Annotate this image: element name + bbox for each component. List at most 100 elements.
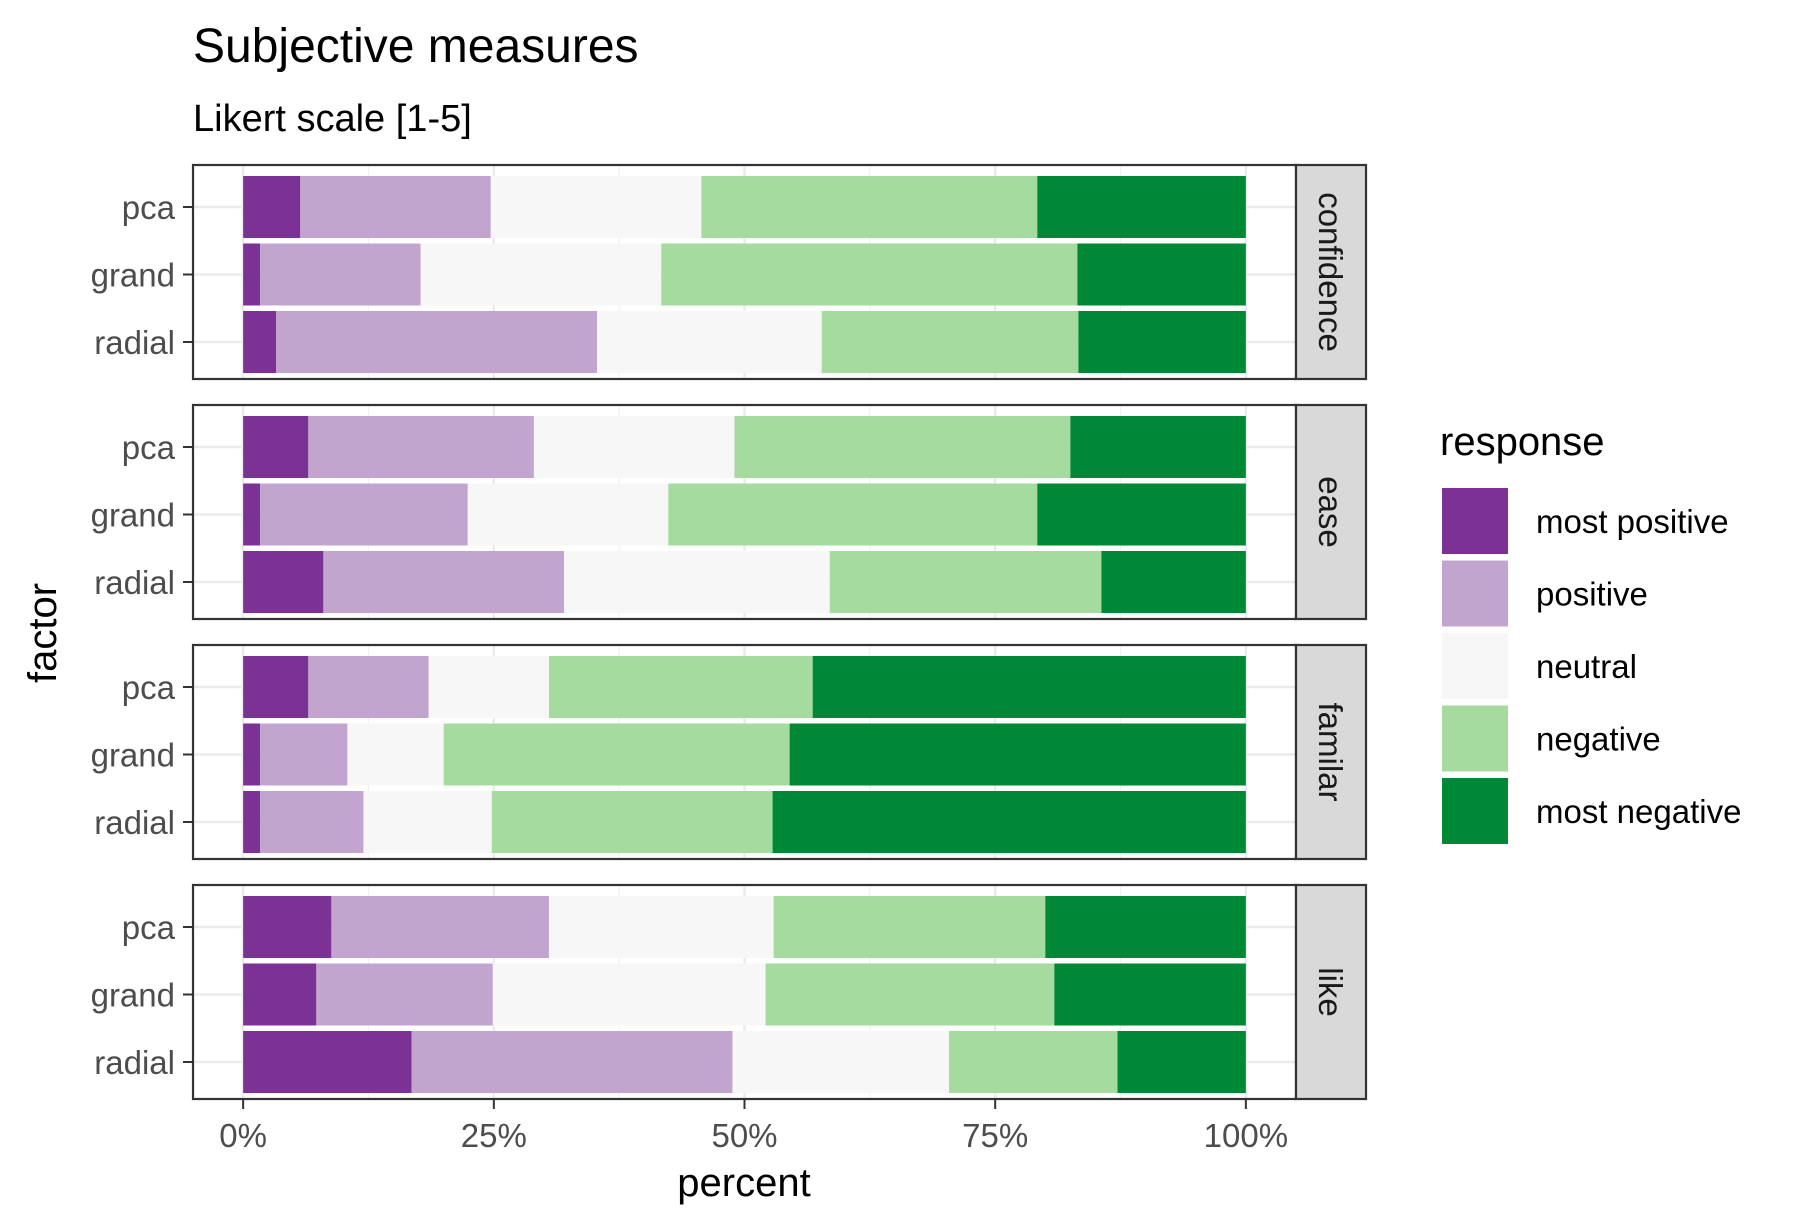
facet-panel-confidence: pca grand radial confidence [91,163,1368,381]
chart-subtitle: Likert scale [1-5] [193,98,472,140]
bar-segment-familar-radial-positive [260,791,364,853]
bar-segment-ease-radial-negative [829,551,1102,613]
bar-segment-like-grand-positive [316,963,493,1026]
bar-segment-confidence-radial-neutral [597,311,822,373]
legend-key-most-negative [1442,778,1508,844]
bar-segment-ease-grand-most-negative [1037,483,1246,546]
y-tick-label: pca [122,429,176,466]
y-tick-label: radial [94,564,175,601]
facet-panels: pca grand radial confidence pca grand radial ea… [91,163,1368,1101]
bar-segment-familar-pca-neutral [428,656,549,718]
bar-segment-confidence-grand-neutral [420,243,662,306]
bar-segment-ease-radial-positive [323,551,565,613]
x-tick-label: 75% [962,1117,1028,1154]
y-tick-label: grand [91,497,175,534]
bar-segment-confidence-grand-most-negative [1077,243,1246,306]
bar-segment-ease-grand-negative [668,483,1038,546]
legend-title: response [1440,420,1605,464]
bar-segment-confidence-radial-most-negative [1078,311,1246,373]
bar-segment-like-radial-neutral [732,1031,950,1093]
y-tick-label: pca [122,909,176,946]
bar-segment-like-radial-negative [949,1031,1118,1093]
bar-segment-ease-radial-most-positive [243,551,324,613]
bar-segment-confidence-grand-positive [260,243,421,306]
facet-strip-label: ease [1312,476,1349,548]
bar-segment-familar-pca-most-positive [243,656,309,718]
bar-segment-confidence-pca-most-positive [243,176,301,238]
bar-segment-like-radial-most-positive [243,1031,412,1093]
legend-key-neutral [1442,633,1508,699]
y-tick-label: radial [94,1044,175,1081]
legend-label: most negative [1536,793,1741,830]
facet-strip [1294,643,1368,861]
y-tick-label: grand [91,257,175,294]
bar-segment-familar-grand-negative [443,723,790,786]
x-axis-label: percent [677,1161,810,1205]
y-tick-label: radial [94,804,175,841]
y-tick-label: pca [122,189,176,226]
bar-segment-ease-radial-neutral [564,551,830,613]
facet-strip [1294,163,1368,381]
facet-strip-label: confidence [1312,192,1349,352]
bar-segment-confidence-radial-most-positive [243,311,277,373]
bar-segment-confidence-pca-most-negative [1037,176,1246,238]
bar-segment-like-pca-most-negative [1045,896,1246,958]
y-tick-label: radial [94,324,175,361]
legend-label: neutral [1536,648,1637,685]
facet-panel-like: pca grand radial like [91,883,1368,1101]
bar-segment-confidence-grand-negative [661,243,1078,306]
bar-segment-like-grand-most-positive [243,963,317,1026]
bar-segment-like-radial-most-negative [1117,1031,1246,1093]
legend-label: most positive [1536,503,1729,540]
bar-segment-familar-grand-most-positive [243,723,261,786]
bar-segment-familar-pca-negative [548,656,813,718]
y-tick-label: grand [91,737,175,774]
x-tick-label: 0% [219,1117,267,1154]
bar-segment-familar-radial-most-positive [243,791,261,853]
facet-panel-familar: pca grand radial familar [91,643,1368,861]
bar-segment-ease-pca-most-positive [243,416,309,478]
bar-segment-like-radial-positive [411,1031,733,1093]
facet-strip-label: like [1312,967,1349,1017]
bar-segment-ease-pca-positive [308,416,534,478]
bar-segment-familar-pca-positive [308,656,429,718]
bar-segment-confidence-pca-negative [701,176,1038,238]
bar-segment-confidence-pca-positive [300,176,491,238]
chart-title: Subjective measures [193,20,639,73]
x-tick-label: 25% [461,1117,527,1154]
bar-segment-ease-pca-most-negative [1070,416,1246,478]
legend: response most positive positive neutral neg… [1440,420,1741,844]
x-axis: 0% 25% 50% 75% 100% [219,1099,1288,1154]
legend-label: negative [1536,721,1661,758]
bar-segment-familar-radial-neutral [363,791,492,853]
facet-panel-ease: pca grand radial ease [91,403,1368,621]
bar-segment-like-pca-most-positive [243,896,332,958]
bar-segment-like-pca-neutral [548,896,774,958]
legend-key-most-positive [1442,488,1508,554]
bar-segment-confidence-radial-positive [276,311,598,373]
y-tick-label: pca [122,669,176,706]
bar-segment-familar-grand-positive [260,723,348,786]
bar-segment-familar-radial-most-negative [772,791,1246,853]
bar-segment-familar-grand-neutral [347,723,444,786]
legend-label: positive [1536,576,1648,613]
bar-segment-like-pca-negative [773,896,1046,958]
bar-segment-like-grand-most-negative [1054,963,1246,1026]
bar-segment-ease-grand-positive [260,483,468,546]
facet-strip [1294,403,1368,621]
bar-segment-ease-radial-most-negative [1101,551,1246,613]
bar-segment-like-pca-positive [331,896,549,958]
legend-key-positive [1442,560,1508,627]
bar-segment-ease-pca-neutral [533,416,735,478]
bar-segment-ease-grand-neutral [467,483,669,546]
bar-segment-familar-grand-most-negative [789,723,1246,786]
x-tick-label: 50% [711,1117,777,1154]
bar-segment-ease-pca-negative [734,416,1071,478]
facet-strip [1294,883,1368,1101]
bar-segment-confidence-pca-neutral [490,176,702,238]
y-axis-label: factor [21,583,65,683]
bar-segment-familar-radial-negative [491,791,773,853]
bar-segment-confidence-grand-most-positive [243,243,261,306]
bar-segment-ease-grand-most-positive [243,483,261,546]
